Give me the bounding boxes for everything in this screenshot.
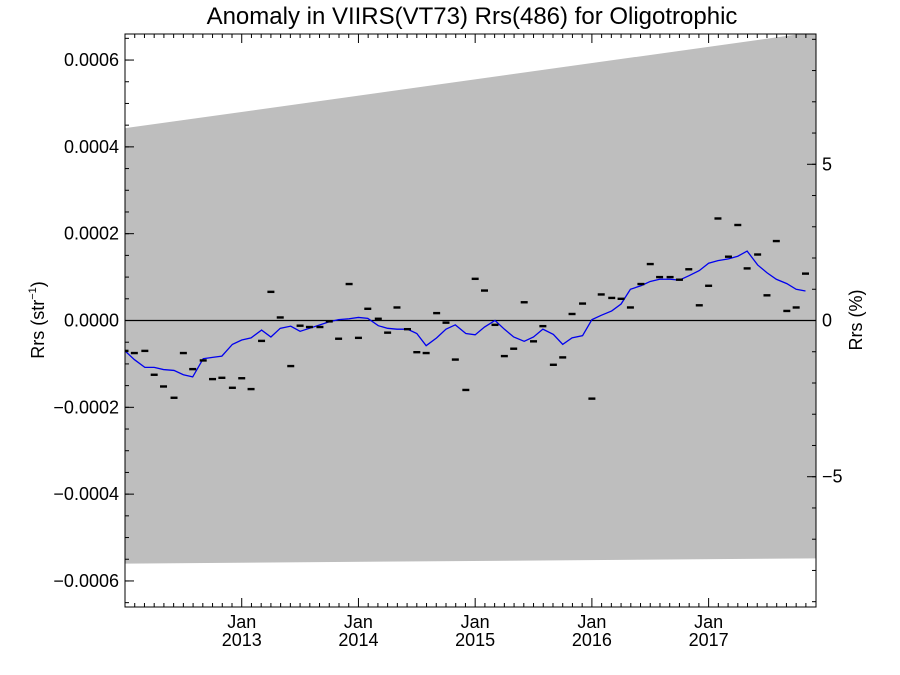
x-tick-year-label: 2013 xyxy=(222,630,262,650)
y-tick-label: 0.0006 xyxy=(64,50,119,70)
plot-area xyxy=(125,34,816,564)
y-tick-label: 0.0002 xyxy=(64,224,119,244)
x-tick-year-label: 2015 xyxy=(455,630,495,650)
x-tick-year-label: 2016 xyxy=(572,630,612,650)
chart-title: Anomaly in VIIRS(VT73) Rrs(486) for Olig… xyxy=(207,3,738,30)
y-tick-label: 0.0000 xyxy=(64,311,119,331)
x-tick-month-label: Jan xyxy=(461,612,490,632)
y-tick-label: −0.0006 xyxy=(53,571,119,591)
y-tick-label: −0.0004 xyxy=(53,484,119,504)
x-tick-year-label: 2014 xyxy=(338,630,378,650)
y-tick-label: −0.0002 xyxy=(53,397,119,417)
x-tick-month-label: Jan xyxy=(344,612,373,632)
x-tick-month-label: Jan xyxy=(577,612,606,632)
y-axis-label-superscript: −1 xyxy=(27,287,39,300)
y-axis-label: Rrs (str−1) xyxy=(27,281,48,359)
y2-tick-label: −5 xyxy=(822,467,843,487)
y2-axis-label: Rrs (%) xyxy=(846,290,866,351)
trend-line xyxy=(125,250,806,378)
x-tick-month-label: Jan xyxy=(227,612,256,632)
y2-tick-label: 5 xyxy=(822,154,832,174)
uncertainty-envelope xyxy=(125,34,816,564)
x-tick-month-label: Jan xyxy=(694,612,723,632)
y-tick-label: 0.0004 xyxy=(64,137,119,157)
x-tick-year-label: 2017 xyxy=(689,630,729,650)
axes: 0.0006 0.0004 0.0002 0.0000 −0.0002 −0.0004 −0… xyxy=(53,33,843,650)
y2-tick-label: 0 xyxy=(822,311,832,331)
